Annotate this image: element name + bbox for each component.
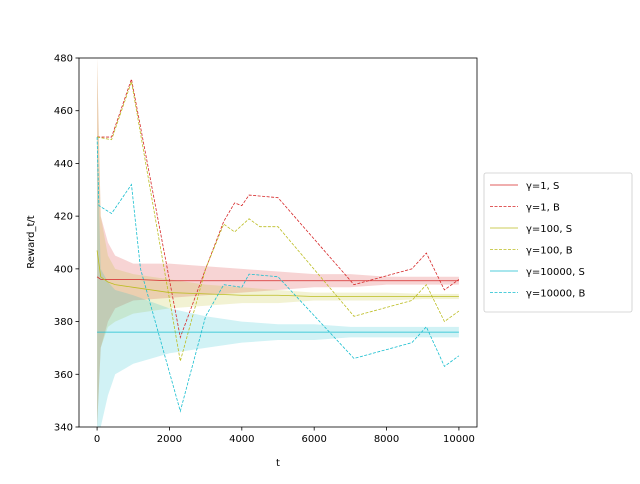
series-line — [97, 81, 460, 362]
y-tick-label: 400 — [54, 264, 73, 275]
series-line — [96, 276, 459, 282]
y-tick-label: 360 — [54, 370, 73, 381]
x-tick-label: 0 — [94, 434, 100, 445]
y-tick-label: 380 — [54, 317, 73, 328]
y-tick-label: 440 — [54, 159, 73, 170]
legend-label: γ=1, S — [526, 181, 559, 192]
series-line — [97, 77, 460, 339]
x-tick-label: 10000 — [443, 434, 475, 445]
legend-box — [483, 172, 633, 313]
x-tick-label: 6000 — [301, 434, 326, 445]
confidence-band — [97, 58, 459, 427]
x-tick-label: 2000 — [157, 434, 182, 445]
y-tick-label: 420 — [54, 212, 73, 223]
legend-label: γ=100, B — [526, 246, 573, 257]
legend: γ=1, S γ=1, B γ=100, S γ=100, B γ=10000, S γ=… — [483, 172, 633, 313]
x-axis-label: t — [276, 458, 280, 469]
legend-label: γ=10000, B — [526, 289, 585, 300]
axes-frame — [78, 57, 478, 428]
legend-label: γ=100, S — [526, 224, 572, 235]
y-tick-label: 480 — [54, 54, 73, 65]
x-tick-label: 8000 — [374, 434, 399, 445]
y-tick-label: 340 — [54, 423, 73, 434]
y-tick-label: 460 — [54, 106, 73, 117]
x-tick-label: 4000 — [229, 434, 254, 445]
series-line — [96, 250, 459, 297]
series-line — [96, 137, 460, 413]
confidence-band — [97, 58, 459, 427]
plot-area — [96, 58, 460, 427]
legend-label: γ=1, B — [526, 203, 560, 214]
y-axis-label: Reward_t/t — [26, 215, 37, 269]
legend-label: γ=10000, S — [526, 267, 585, 278]
